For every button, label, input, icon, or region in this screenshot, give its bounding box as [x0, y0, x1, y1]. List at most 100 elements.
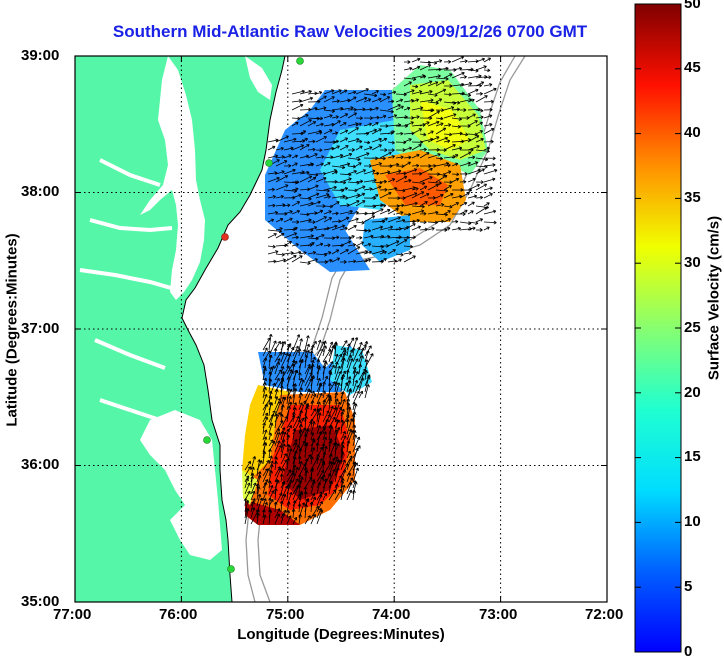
velocity-arrow — [460, 108, 467, 112]
velocity-arrow — [340, 411, 345, 423]
velocity-arrow — [352, 447, 359, 465]
velocity-arrow — [310, 513, 316, 525]
velocity-arrow — [443, 132, 453, 137]
velocity-arrow — [411, 181, 426, 186]
velocity-arrow — [339, 145, 349, 151]
velocity-arrow — [459, 179, 467, 184]
chesapeake-bay — [140, 56, 205, 300]
velocity-arrow — [419, 98, 434, 103]
velocity-arrow — [403, 178, 412, 183]
velocity-arrow — [340, 477, 345, 495]
velocity-arrow — [411, 115, 420, 119]
velocity-arrow — [322, 345, 327, 357]
velocity-arrow — [334, 475, 342, 489]
colorbar-tick-35: 35 — [684, 189, 701, 206]
velocity-arrow — [371, 115, 380, 120]
velocity-arrow — [331, 139, 339, 144]
velocity-arrow — [355, 145, 363, 151]
velocity-arrow — [352, 489, 356, 501]
velocity-arrow — [363, 140, 371, 145]
velocity-arrow — [316, 377, 321, 387]
velocity-arrow — [310, 492, 316, 501]
velocity-arrow — [315, 136, 327, 143]
velocity-arrow — [304, 405, 309, 423]
velocity-arrow — [299, 234, 314, 239]
velocity-arrow — [283, 254, 297, 263]
velocity-arrow — [331, 235, 340, 240]
velocity-arrow — [262, 481, 268, 495]
velocity-arrow — [286, 353, 292, 369]
velocity-arrow — [411, 204, 425, 209]
velocity-arrow — [435, 108, 445, 113]
velocity-arrow — [323, 217, 333, 223]
velocity-arrow — [331, 194, 346, 199]
velocity-arrow — [275, 135, 289, 143]
velocity-arrow — [331, 145, 340, 151]
velocity-arrow — [339, 162, 351, 167]
velocity-arrow — [268, 455, 273, 465]
velocity-arrow — [355, 122, 362, 127]
velocity-arrow — [267, 259, 277, 264]
velocity-arrow — [395, 105, 404, 111]
velocity-arrow — [279, 385, 284, 399]
velocity-arrow — [475, 137, 484, 143]
velocity-arrow — [475, 121, 483, 127]
velocity-arrow — [298, 372, 302, 381]
velocity-arrow — [404, 60, 411, 64]
velocity-arrow — [323, 258, 333, 263]
velocity-arrow — [403, 66, 413, 71]
velocity-arrow — [403, 255, 416, 263]
velocity-arrow — [280, 396, 287, 411]
velocity-arrow — [435, 122, 444, 127]
velocity-arrow — [262, 451, 267, 465]
velocity-arrow — [435, 98, 443, 103]
velocity-arrow — [435, 80, 445, 87]
velocity-arrow — [427, 163, 437, 168]
velocity-arrow — [298, 447, 303, 459]
velocity-arrow — [323, 251, 332, 255]
velocity-arrow — [262, 387, 267, 399]
velocity-arrow — [291, 103, 304, 111]
x-tick-77: 77:00 — [53, 606, 92, 623]
velocity-arrow — [292, 428, 297, 441]
velocity-arrow — [310, 359, 315, 375]
velocity-arrow — [467, 98, 475, 103]
velocity-arrow — [244, 460, 251, 471]
velocity-arrow — [268, 464, 274, 477]
velocity-arrow — [395, 239, 408, 247]
velocity-arrow — [403, 81, 412, 87]
velocity-arrow — [267, 187, 275, 192]
velocity-arrow — [475, 207, 488, 215]
velocity-arrow — [355, 192, 366, 199]
velocity-arrow — [347, 122, 359, 127]
velocity-arrow — [291, 250, 302, 255]
velocity-arrow — [262, 422, 267, 435]
velocity-arrow — [309, 501, 314, 513]
velocity-arrow — [297, 484, 302, 495]
velocity-arrow — [395, 203, 405, 208]
velocity-arrow — [339, 226, 348, 231]
velocity-arrow — [299, 96, 314, 103]
velocity-arrow — [315, 95, 327, 103]
velocity-arrow — [411, 218, 420, 223]
velocity-arrow — [315, 155, 325, 159]
velocity-arrow — [371, 97, 382, 103]
velocity-arrow — [275, 184, 289, 191]
x-tick-74: 74:00 — [372, 606, 411, 623]
velocity-arrow — [347, 225, 357, 231]
velocity-arrow — [352, 481, 358, 495]
velocity-arrow — [274, 361, 281, 375]
velocity-arrow — [419, 80, 433, 87]
velocity-arrow — [403, 212, 412, 217]
velocity-arrow — [339, 137, 349, 143]
velocity-arrow — [467, 183, 481, 191]
velocity-arrow — [298, 409, 303, 423]
velocity-arrow — [427, 200, 438, 207]
velocity-arrow — [307, 192, 320, 199]
velocity-arrow — [379, 187, 388, 192]
velocity-arrow — [451, 226, 461, 231]
colorbar-tick-20: 20 — [684, 384, 701, 401]
velocity-arrow — [274, 440, 281, 453]
velocity-arrow — [379, 114, 387, 119]
velocity-arrow — [275, 258, 286, 263]
